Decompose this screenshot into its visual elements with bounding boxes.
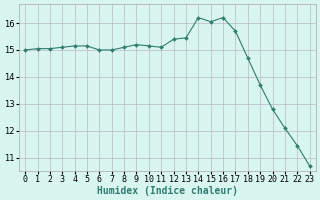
X-axis label: Humidex (Indice chaleur): Humidex (Indice chaleur) [97,186,238,196]
